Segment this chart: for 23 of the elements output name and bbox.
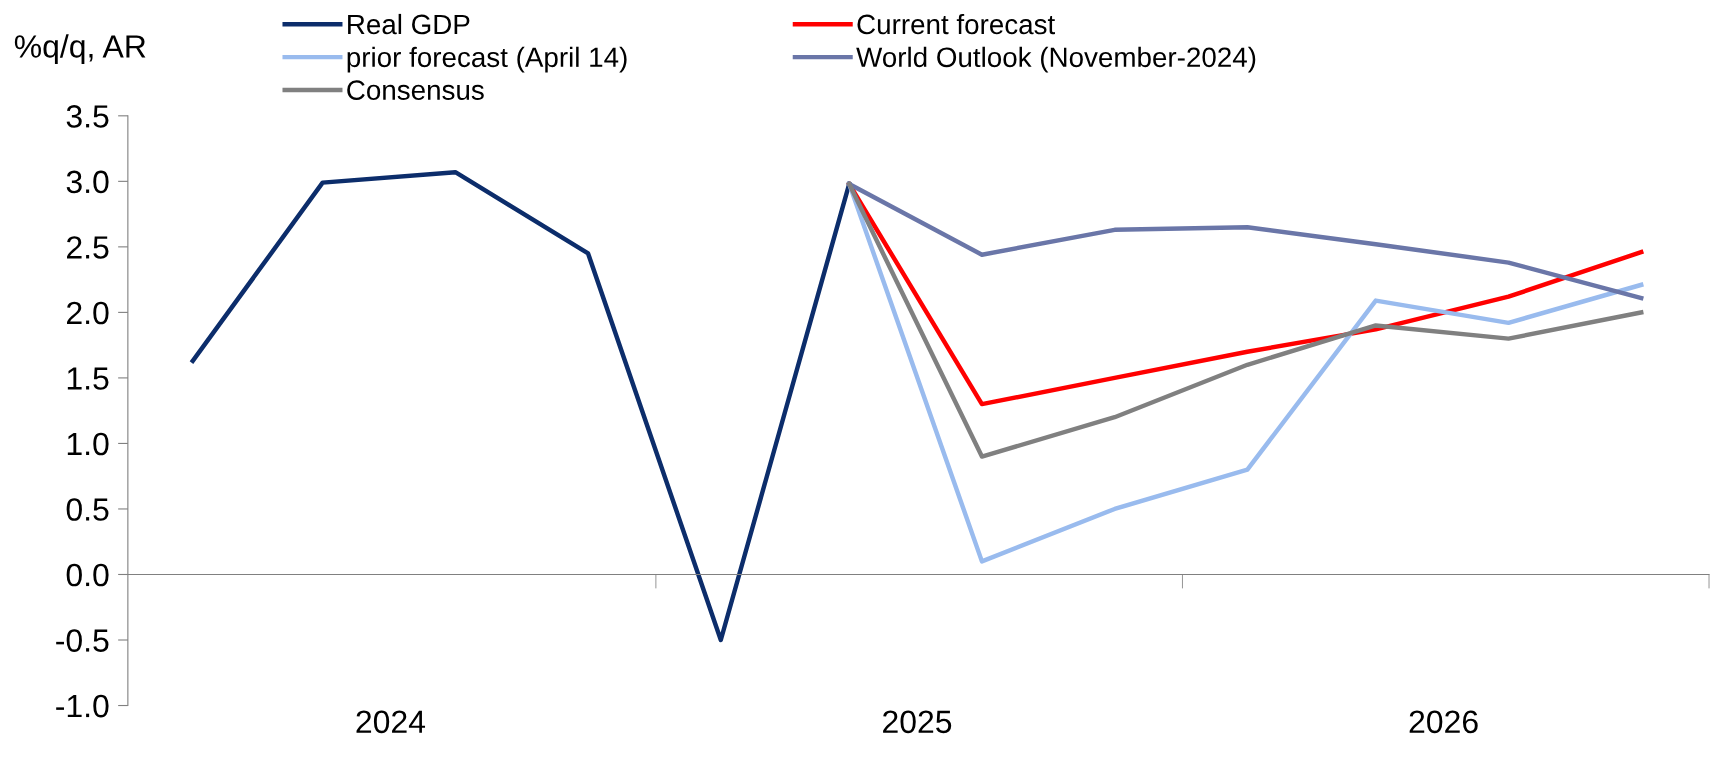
x-tick-label: 2026 [1409, 710, 1478, 734]
y-tick-label: 3.5 [66, 105, 109, 128]
y-tick-label: 3.0 [66, 170, 109, 194]
y-tick-label: 2.5 [67, 236, 109, 259]
line-series [846, 181, 1644, 564]
legend-label: Current forecast [857, 13, 1056, 35]
line-series [846, 181, 1644, 301]
legend-label: prior forecast (April 14) [347, 46, 627, 73]
y-tick-label: 1.0 [67, 432, 109, 456]
x-tick-label: 2024 [356, 710, 426, 734]
y-tick-label: -1.0 [56, 694, 109, 718]
legend-label: World Outlook (November-2024) [856, 46, 1256, 73]
y-tick-label: -0.5 [56, 629, 109, 652]
y-tick-label: 0.5 [66, 498, 109, 521]
y-tick-label: 0.0 [66, 563, 109, 587]
y-axis-title: %q/q, AR [14, 34, 146, 65]
y-tick-label: 2.0 [67, 301, 109, 325]
line-series [846, 181, 1644, 459]
legend-label: Consensus [347, 80, 484, 100]
x-tick-label: 2025 [883, 710, 952, 734]
legend-label: Real GDP [348, 13, 470, 35]
line-series [190, 169, 852, 643]
y-tick-label: 1.5 [67, 367, 109, 390]
